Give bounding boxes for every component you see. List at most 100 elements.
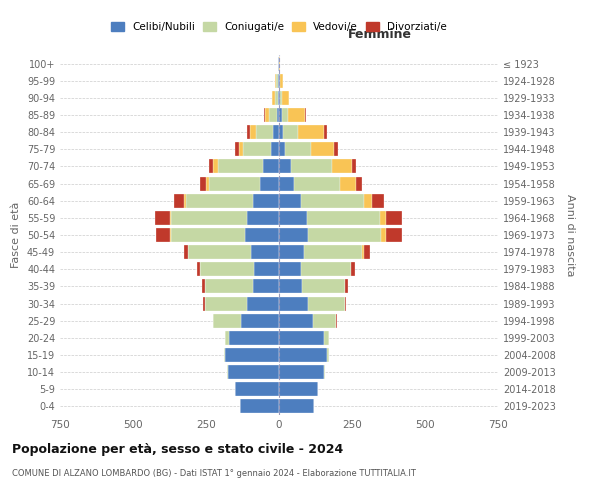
- Bar: [279, 74, 280, 88]
- Bar: [277, 108, 279, 122]
- Bar: [324, 331, 329, 345]
- Bar: [245, 228, 279, 242]
- Bar: [185, 194, 253, 207]
- Bar: [352, 160, 356, 173]
- Bar: [344, 280, 347, 293]
- Bar: [344, 296, 346, 310]
- Bar: [279, 262, 301, 276]
- Text: Popolazione per età, sesso e stato civile - 2024: Popolazione per età, sesso e stato civil…: [12, 442, 343, 456]
- Bar: [188, 245, 251, 259]
- Bar: [386, 211, 401, 225]
- Bar: [279, 296, 308, 310]
- Bar: [298, 125, 324, 139]
- Bar: [271, 142, 279, 156]
- Bar: [308, 228, 381, 242]
- Bar: [311, 142, 334, 156]
- Bar: [224, 348, 225, 362]
- Bar: [279, 125, 283, 139]
- Bar: [228, 365, 279, 379]
- Bar: [184, 194, 185, 207]
- Bar: [247, 125, 250, 139]
- Bar: [279, 365, 324, 379]
- Bar: [279, 56, 280, 70]
- Bar: [279, 176, 293, 190]
- Bar: [155, 211, 170, 225]
- Bar: [279, 160, 290, 173]
- Bar: [380, 211, 386, 225]
- Bar: [304, 245, 362, 259]
- Bar: [351, 262, 355, 276]
- Bar: [171, 228, 245, 242]
- Bar: [279, 228, 308, 242]
- Bar: [239, 400, 279, 413]
- Y-axis label: Fasce di età: Fasce di età: [11, 202, 21, 268]
- Bar: [200, 262, 254, 276]
- Bar: [373, 194, 384, 207]
- Bar: [256, 125, 273, 139]
- Bar: [169, 228, 171, 242]
- Bar: [302, 280, 345, 293]
- Bar: [214, 314, 241, 328]
- Bar: [362, 245, 364, 259]
- Bar: [301, 262, 350, 276]
- Bar: [206, 176, 209, 190]
- Text: Femmine: Femmine: [348, 28, 412, 40]
- Bar: [235, 382, 279, 396]
- Bar: [253, 280, 279, 293]
- Bar: [205, 296, 247, 310]
- Bar: [225, 331, 229, 345]
- Bar: [279, 245, 304, 259]
- Bar: [235, 142, 239, 156]
- Bar: [279, 211, 307, 225]
- Bar: [254, 262, 279, 276]
- Text: COMUNE DI ALZANO LOMBARDO (BG) - Dati ISTAT 1° gennaio 2024 - Elaborazione TUTTI: COMUNE DI ALZANO LOMBARDO (BG) - Dati IS…: [12, 469, 416, 478]
- Bar: [340, 176, 356, 190]
- Legend: Celibi/Nubili, Coniugati/e, Vedovi/e, Divorziati/e: Celibi/Nubili, Coniugati/e, Vedovi/e, Di…: [108, 19, 450, 36]
- Bar: [282, 91, 289, 105]
- Bar: [308, 296, 344, 310]
- Bar: [205, 280, 253, 293]
- Bar: [209, 160, 214, 173]
- Bar: [202, 280, 205, 293]
- Bar: [157, 228, 170, 242]
- Bar: [171, 211, 247, 225]
- Bar: [386, 228, 401, 242]
- Bar: [260, 176, 279, 190]
- Bar: [364, 194, 373, 207]
- Bar: [290, 160, 332, 173]
- Y-axis label: Anni di nascita: Anni di nascita: [565, 194, 575, 276]
- Bar: [279, 314, 313, 328]
- Bar: [225, 348, 279, 362]
- Bar: [279, 108, 282, 122]
- Bar: [214, 160, 218, 173]
- Bar: [250, 125, 256, 139]
- Bar: [273, 125, 279, 139]
- Bar: [301, 194, 364, 207]
- Bar: [265, 108, 269, 122]
- Bar: [253, 194, 279, 207]
- Bar: [285, 142, 311, 156]
- Bar: [288, 108, 305, 122]
- Bar: [275, 74, 277, 88]
- Bar: [275, 91, 278, 105]
- Bar: [280, 91, 282, 105]
- Bar: [247, 211, 279, 225]
- Bar: [364, 245, 370, 259]
- Bar: [332, 160, 352, 173]
- Bar: [279, 142, 285, 156]
- Bar: [279, 91, 280, 105]
- Bar: [279, 348, 327, 362]
- Bar: [243, 142, 271, 156]
- Bar: [334, 142, 338, 156]
- Bar: [241, 314, 279, 328]
- Bar: [280, 74, 283, 88]
- Bar: [279, 382, 319, 396]
- Bar: [272, 91, 275, 105]
- Bar: [278, 74, 279, 88]
- Bar: [174, 194, 184, 207]
- Bar: [203, 296, 205, 310]
- Bar: [239, 142, 243, 156]
- Bar: [313, 314, 336, 328]
- Bar: [263, 160, 279, 173]
- Bar: [283, 125, 298, 139]
